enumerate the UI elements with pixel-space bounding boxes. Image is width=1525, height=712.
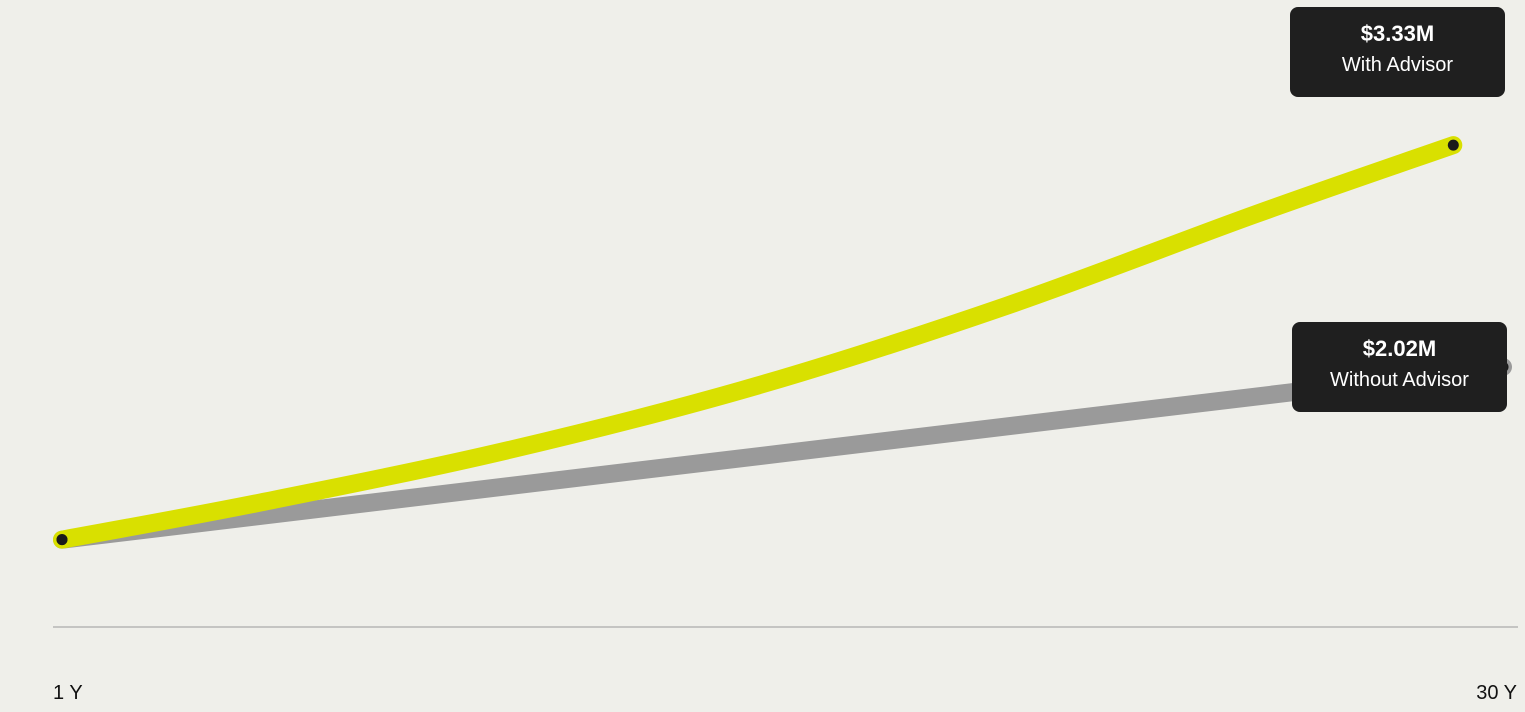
- series-point-with-start: [56, 534, 68, 546]
- series-point-with-end: [1447, 139, 1459, 151]
- callout-without-advisor-value: $2.02M: [1362, 336, 1437, 361]
- callout-without-advisor-label: Without Advisor: [1330, 369, 1469, 391]
- callout-with-advisor: $3.33M With Advisor: [1290, 7, 1505, 97]
- x-tick-label-start: 1 Y: [53, 682, 83, 704]
- series-line-without: [53, 357, 1512, 549]
- series-line-with: [53, 136, 1463, 549]
- callout-with-advisor-value: $3.33M: [1360, 21, 1435, 46]
- callout-with-advisor-label: With Advisor: [1341, 54, 1454, 76]
- x-tick-label-end: 30 Y: [1476, 682, 1517, 704]
- callout-without-advisor: $2.02M Without Advisor: [1292, 322, 1507, 412]
- series-layer: [53, 136, 1512, 549]
